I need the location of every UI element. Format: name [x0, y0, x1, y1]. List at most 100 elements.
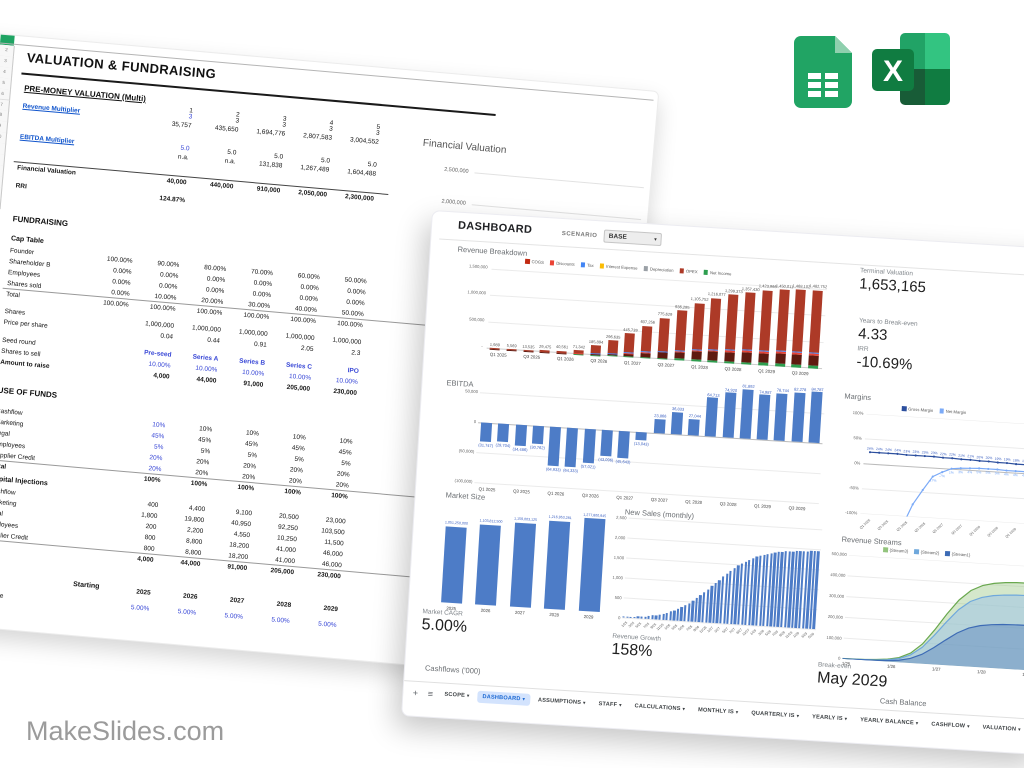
value-cell: 200 — [145, 523, 157, 531]
bar — [756, 394, 771, 440]
row-label: Marketing — [0, 498, 17, 508]
input-cell[interactable]: 5.00% — [317, 620, 337, 630]
bar-segment — [674, 351, 685, 359]
row-label: Founder — [9, 247, 35, 257]
legend-item: {Stream1} — [945, 551, 970, 558]
input-cell[interactable]: 10.00% — [288, 373, 312, 382]
sheet-tab-monthly-is[interactable]: MONTHLY IS ▾ — [693, 703, 744, 718]
margins-chart: 24% 24% 24% 24% 23% 23% 23% 23% 22% 22% 21% 21% 20% 2… — [857, 413, 1024, 654]
legend-swatch — [882, 547, 888, 553]
input-cell[interactable]: Pre-seed — [143, 349, 172, 359]
value-cell: 10% — [198, 425, 213, 434]
axis-tick-label: Q1 2027 — [623, 360, 641, 367]
value-cell: 103,500 — [320, 527, 345, 537]
legend-item: Discounts — [549, 260, 575, 267]
input-cell[interactable]: 5% — [153, 443, 164, 452]
bar-segment — [808, 355, 819, 367]
input-cell[interactable]: 20% — [149, 454, 163, 463]
value-cell: 100.00% — [196, 307, 223, 317]
sheet-tab-cashflow[interactable]: CASHFLOW ▾ — [926, 718, 975, 733]
value-cell: 0.00% — [346, 287, 366, 297]
svg-text:-17%: -17% — [928, 478, 936, 482]
value-cell: 1,800 — [140, 511, 158, 521]
bar — [475, 524, 502, 606]
bar — [704, 397, 719, 437]
value-cell: 0.91 — [253, 340, 267, 349]
chevron-down-icon: ▾ — [522, 695, 526, 702]
axis-tick-label: Q3 2027 — [657, 362, 675, 369]
sheet-tab-yearly-is[interactable]: YEARLY IS ▾ — [807, 710, 853, 725]
input-cell[interactable]: 5.00% — [177, 608, 197, 617]
axis-tick-label: (50,000) — [458, 448, 475, 455]
axis-tick-label: Q1 2029 — [1004, 527, 1018, 539]
sheet-tab-valuation[interactable]: VALUATION ▾ — [977, 721, 1024, 736]
axis-tick-label: 2027 — [514, 609, 525, 616]
input-cell[interactable]: Series B — [238, 357, 266, 367]
bar-segment — [741, 352, 752, 363]
value-cell: 5% — [247, 451, 258, 460]
scenario-dropdown[interactable]: BASE ▾ — [603, 229, 663, 247]
svg-text:21%: 21% — [967, 454, 974, 458]
value-cell: 440,000 — [209, 181, 234, 191]
sheet-tab-yearly-balance[interactable]: YEARLY BALANCE ▾ — [855, 713, 924, 729]
input-cell[interactable]: 5.00% — [271, 616, 291, 625]
google-sheets-icon — [794, 36, 852, 113]
row-label: Shares to sell — [0, 347, 41, 359]
bar — [636, 616, 640, 619]
row-label: Employees — [0, 520, 19, 530]
axis-tick-label: Q1 2027 — [931, 522, 945, 535]
legend-label: Tax — [587, 262, 594, 268]
input-cell[interactable]: 5.00% — [130, 604, 150, 613]
bar — [653, 418, 666, 434]
value-cell: 0.04 — [160, 332, 174, 341]
axis-tick-label: -100% — [845, 509, 858, 516]
legend-item: COGS — [524, 259, 544, 265]
input-cell[interactable]: Series C — [285, 361, 313, 371]
sheet-tab-scope[interactable]: SCOPE ▾ — [439, 688, 475, 702]
svg-text:3%: 3% — [958, 470, 963, 474]
chevron-down-icon: ▾ — [654, 236, 657, 242]
value-cell: 124.87% — [159, 195, 186, 205]
sheet-tab-dashboard[interactable]: DASHBOARD ▾ — [477, 690, 531, 706]
chevron-down-icon: ▾ — [682, 705, 686, 711]
axis-tick-label: 1/27 — [931, 666, 941, 672]
input-cell[interactable]: 10.00% — [148, 360, 171, 370]
legend-item: OPEX — [679, 268, 698, 274]
sheet-tab-quarterly-is[interactable]: QUARTERLY IS ▾ — [746, 707, 805, 723]
all-sheets-menu-icon[interactable]: ≡ — [427, 688, 434, 699]
svg-text:5%: 5% — [995, 471, 1000, 475]
input-cell[interactable]: 10.00% — [241, 368, 265, 378]
legend-swatch — [901, 406, 907, 412]
value-cell: 2.3 — [351, 349, 361, 358]
bar-segment — [774, 353, 786, 365]
sheet-tab-assumptions[interactable]: ASSUMPTIONS ▾ — [533, 694, 591, 710]
bar-value-label: 1,103,812,500 — [479, 518, 503, 525]
value-cell: 44,000 — [180, 559, 201, 568]
bar — [654, 615, 658, 620]
input-cell[interactable]: 45% — [151, 432, 165, 441]
add-sheet-button[interactable]: + — [412, 687, 419, 698]
value-cell: 0.00% — [300, 283, 320, 293]
axis-tick-label: 3/27 — [713, 626, 722, 634]
gridline — [476, 452, 821, 475]
bar-value-label: (45,643) — [615, 459, 631, 465]
sheet-tab-calculations[interactable]: CALCULATIONS ▾ — [629, 699, 690, 715]
legend-item: Net Income — [703, 269, 732, 276]
axis-tick-label: Q1 2028 — [968, 524, 981, 537]
legend-item: {Stream3} — [882, 547, 908, 554]
input-cell[interactable]: IPO — [347, 367, 360, 376]
tab-label: ASSUMPTIONS — [537, 696, 582, 706]
value-cell: 23,000 — [325, 516, 346, 526]
input-cell[interactable]: 10.00% — [195, 364, 218, 374]
value-cell: 41,000 — [275, 545, 297, 555]
input-cell[interactable]: Series A — [192, 353, 219, 363]
input-cell[interactable]: 10% — [152, 421, 166, 430]
axis-tick-label: Q3 2025 — [877, 519, 890, 531]
bar — [679, 607, 683, 622]
axis-tick-label: 1,500,000 — [468, 262, 488, 269]
tab-label: QUARTERLY IS — [751, 709, 795, 719]
sheet-tab-staff[interactable]: STAFF ▾ — [593, 697, 627, 711]
input-cell[interactable]: 10.00% — [335, 377, 359, 386]
input-cell[interactable]: 5.00% — [224, 612, 244, 621]
